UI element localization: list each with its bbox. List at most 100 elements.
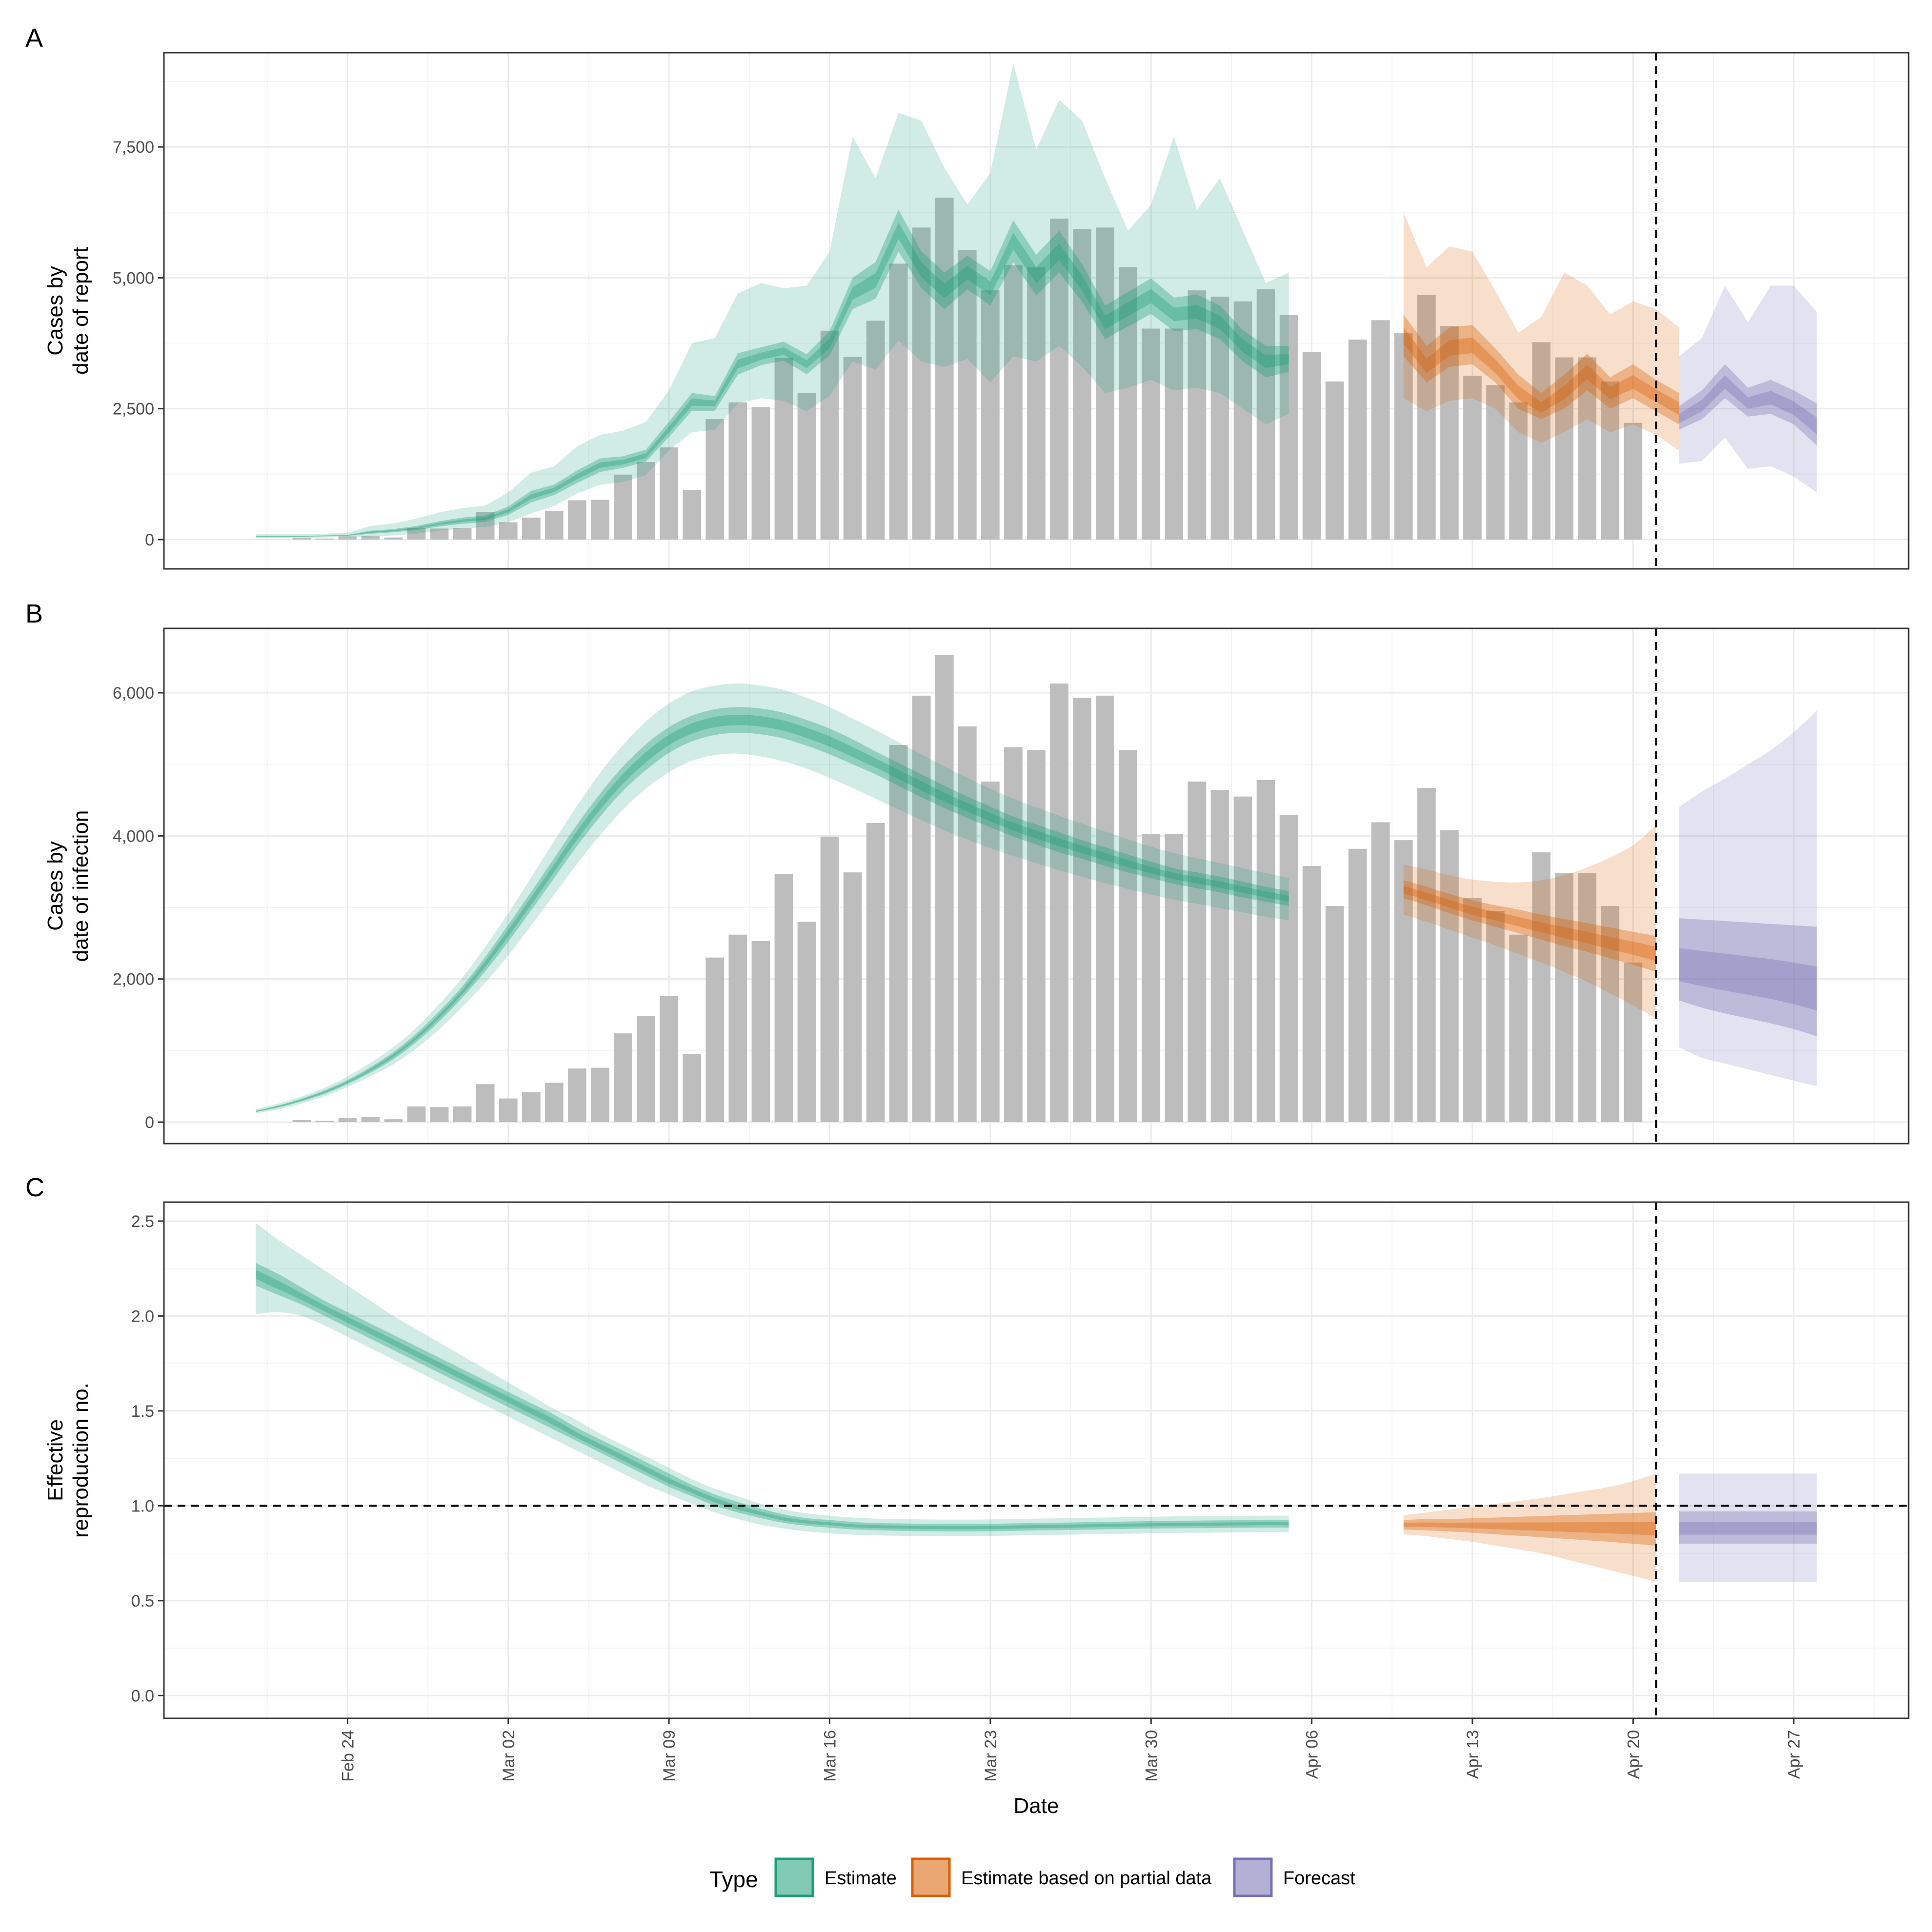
case-bar (1348, 848, 1367, 1122)
case-bar (1509, 402, 1528, 540)
case-bar (1578, 873, 1597, 1122)
case-bar (660, 996, 678, 1122)
case-bar (981, 290, 1000, 540)
estimate-based-on-partial-data-band-50 (1403, 1512, 1656, 1546)
y-axis-title-line: Effective (43, 1419, 67, 1501)
case-bar (338, 536, 357, 540)
forecast-band-20 (1679, 1522, 1817, 1535)
legend-label: Forecast (1283, 1868, 1355, 1889)
case-bar (453, 528, 472, 540)
x-tick-label: Mar 23 (982, 1730, 1000, 1782)
case-bar (1440, 326, 1459, 540)
case-bar (614, 474, 632, 540)
case-bar (1555, 357, 1574, 540)
case-bar (1279, 315, 1298, 540)
case-bar (499, 1098, 518, 1122)
panel-border (163, 52, 1910, 570)
case-bar (866, 321, 885, 540)
case-bar (660, 447, 678, 540)
case-bar (705, 957, 724, 1122)
forecast-band-50 (1679, 918, 1817, 1036)
case-bar (751, 941, 770, 1122)
case-bar (1509, 934, 1528, 1122)
case-bar (384, 537, 403, 540)
y-tick-label: 2,000 (113, 970, 154, 989)
case-bar (1578, 357, 1597, 540)
case-bar (292, 1120, 311, 1122)
y-axis-title: Effectivereproduction no. (43, 1383, 93, 1538)
case-bar (1073, 229, 1091, 540)
estimate-based-on-partial-data-band-50 (1403, 880, 1656, 972)
case-bar (774, 874, 793, 1122)
legend-key-estimate (774, 1857, 814, 1897)
case-bar (935, 198, 954, 540)
case-bar (1302, 352, 1321, 540)
panel-tag: B (25, 599, 43, 628)
case-bar (453, 1106, 472, 1122)
case-bar (315, 1121, 334, 1122)
case-bar (843, 872, 862, 1122)
case-bar (430, 528, 449, 540)
case-bar (637, 462, 655, 540)
case-bar (545, 1083, 564, 1122)
case-bar (1210, 790, 1229, 1122)
case-bar (1463, 898, 1482, 1122)
estimate-band-90 (256, 63, 1289, 538)
case-bar (1073, 698, 1091, 1122)
x-tick-label: Mar 30 (1142, 1730, 1161, 1782)
legend-label: Estimate based on partial data (961, 1868, 1212, 1889)
case-bar (1187, 290, 1207, 540)
case-bar (1256, 780, 1275, 1122)
panel-border (163, 1201, 1910, 1719)
case-bar (1119, 267, 1138, 540)
y-tick-label: 0 (145, 1113, 154, 1132)
case-bar (1119, 750, 1138, 1122)
case-bar (1233, 796, 1252, 1122)
y-tick-label: 2.5 (131, 1212, 154, 1231)
case-bar (820, 836, 839, 1122)
case-bar (705, 419, 724, 540)
estimate-based-on-partial-data-band-20 (1403, 1522, 1656, 1536)
panel-c: 0.0 0.5 1.0 1.5 2.0 2.5 C Effectivereproduction… (25, 1173, 1910, 1719)
case-bar (591, 1067, 609, 1122)
legend-label: Estimate (825, 1868, 897, 1889)
case-bar (1394, 333, 1413, 540)
panel-tag: C (25, 1173, 44, 1202)
forecast-band-90 (1679, 285, 1817, 493)
case-bar (1165, 328, 1184, 540)
y-tick-label: 0.5 (131, 1592, 154, 1610)
case-bar (1601, 381, 1620, 540)
case-bar (1279, 815, 1298, 1122)
forecast-band-90 (1679, 710, 1817, 1087)
estimate-band-90 (256, 683, 1289, 1114)
case-bar (866, 823, 885, 1122)
case-bar (545, 510, 564, 540)
y-tick-label: 6,000 (113, 684, 154, 703)
legend-title: Type (709, 1867, 758, 1892)
case-bar (1532, 342, 1550, 540)
case-bar (1187, 781, 1207, 1122)
case-bar (522, 517, 541, 540)
case-bar (1394, 840, 1413, 1122)
case-bar (843, 357, 862, 540)
y-tick-label: 4,000 (113, 827, 154, 845)
case-bar (797, 922, 816, 1122)
case-bar (1165, 833, 1184, 1122)
estimate-based-on-partial-data-band-90 (1403, 212, 1679, 451)
case-bar (499, 522, 518, 540)
forecast-band-20 (1679, 375, 1817, 435)
y-tick-label: 5,000 (113, 269, 154, 287)
case-bar (1325, 381, 1344, 540)
y-tick-label: 1.0 (131, 1497, 154, 1515)
case-bar (751, 407, 770, 540)
case-bar (637, 1016, 655, 1122)
case-bar (1440, 830, 1459, 1122)
x-tick-label: Mar 16 (821, 1730, 840, 1782)
case-bar (1325, 906, 1344, 1122)
case-bar (1555, 873, 1574, 1122)
case-bar (1004, 747, 1023, 1122)
case-bar (591, 500, 609, 540)
case-bar (1302, 865, 1321, 1122)
x-tick-label: Mar 09 (660, 1730, 679, 1782)
